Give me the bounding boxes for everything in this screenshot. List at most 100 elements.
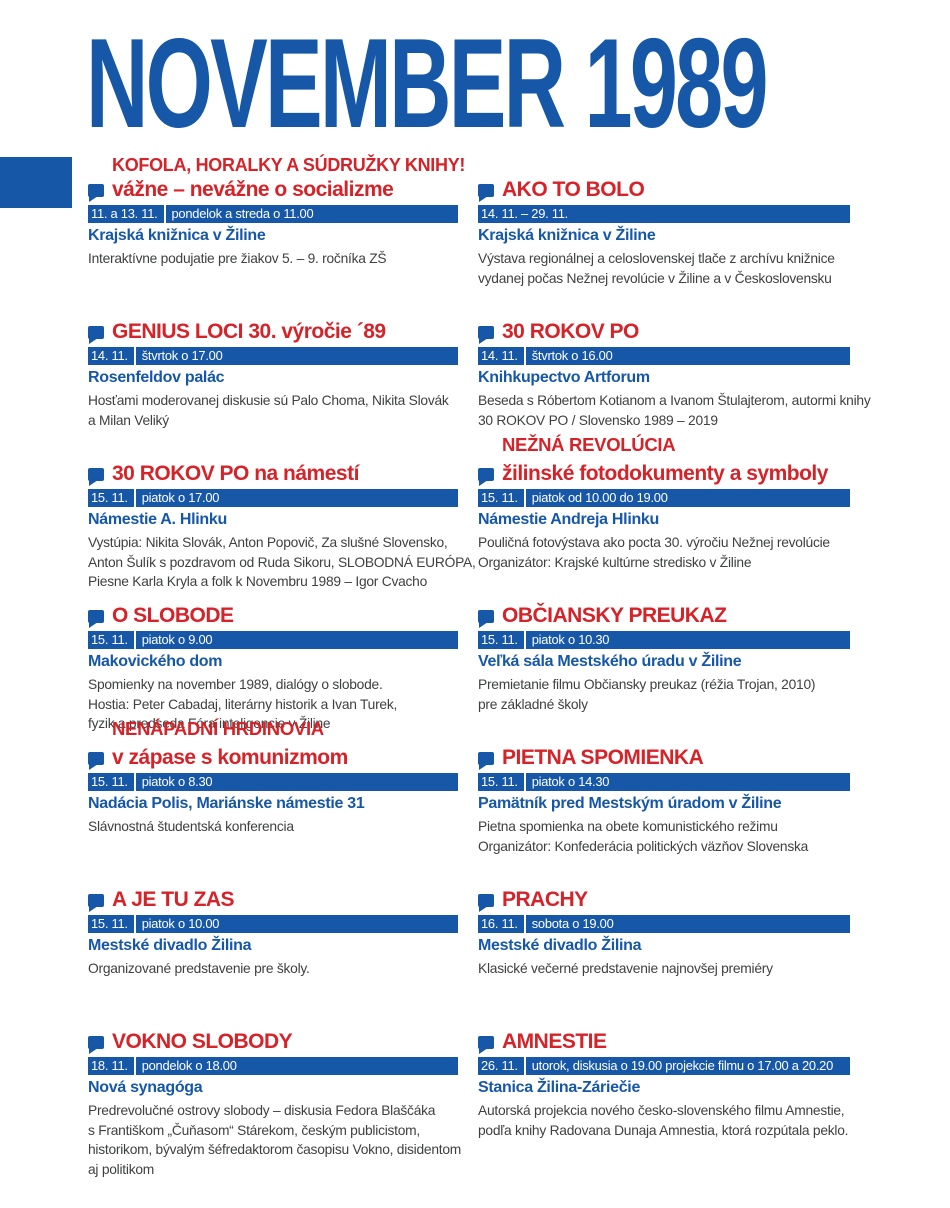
date-badge: 15. 11.	[88, 631, 134, 649]
event-title-row: 30 ROKOV PO na námestí	[88, 462, 458, 486]
date-time-text: piatok o 10.00	[135, 915, 458, 933]
date-badge: 15. 11.	[478, 489, 524, 507]
event-title-row: A JE TU ZAS	[88, 888, 458, 912]
date-bar: 15. 11. piatok o 9.00	[88, 631, 458, 649]
event-title: AKO TO BOLO	[502, 178, 645, 201]
speech-bubble-icon	[478, 894, 494, 912]
date-bar: 14. 11. štvrtok o 17.00	[88, 347, 458, 365]
date-bar: 11. a 13. 11. pondelok a streda o 11.00	[88, 205, 458, 223]
venue: Námestie A. Hlinku	[88, 511, 227, 528]
event-title: vážne – nevážne o socializme	[112, 178, 394, 201]
section-preheader: NEŽNÁ REVOLÚCIA	[502, 434, 676, 455]
date-time-text: pondelok a streda o 11.00	[165, 205, 458, 223]
speech-bubble-icon	[478, 326, 494, 344]
venue: Stanica Žilina-Záriečie	[478, 1079, 641, 1096]
event-30-rokov-po-namesti: 30 ROKOV PO na námestí 15. 11. piatok o …	[88, 462, 476, 592]
speech-bubble-icon	[88, 326, 104, 344]
speech-bubble-icon	[478, 752, 494, 770]
date-badge: 26. 11.	[478, 1057, 524, 1075]
date-badge: 15. 11.	[88, 915, 134, 933]
description: Pietna spomienka na obete komunistického…	[478, 819, 809, 854]
speech-bubble-icon	[88, 1036, 104, 1054]
event-zilinske-fotodokumenty: NEŽNÁ REVOLÚCIA žilinské fotodokumenty a…	[478, 434, 850, 572]
section-preheader: NENÁPADNÍ HRDINOVIA	[112, 718, 324, 739]
event-amnestie: AMNESTIE 26. 11. utorok, diskusia o 19.0…	[478, 1030, 850, 1140]
venue: Námestie Andreja Hlinku	[478, 511, 660, 528]
date-time-text: pondelok o 18.00	[135, 1057, 458, 1075]
description: Výstava regionálnej a celoslovenskej tla…	[478, 251, 835, 286]
venue: Rosenfeldov palác	[88, 369, 225, 386]
description: Beseda s Róbertom Kotianom a Ivanom Štul…	[478, 393, 871, 428]
description: Predrevolučné ostrovy slobody – diskusia…	[88, 1103, 462, 1177]
event-title-row: AKO TO BOLO	[478, 178, 850, 202]
event-30-rokov-po: 30 ROKOV PO 14. 11. štvrtok o 16.00 Knih…	[478, 320, 871, 430]
date-bar: 26. 11. utorok, diskusia o 19.00 projekc…	[478, 1057, 850, 1075]
date-badge: 15. 11.	[88, 489, 134, 507]
event-pietna-spomienka: PIETNA SPOMIENKA 15. 11. piatok o 14.30 …	[478, 746, 850, 856]
date-bar: 14. 11. štvrtok o 16.00	[478, 347, 850, 365]
date-time-text: štvrtok o 16.00	[525, 347, 850, 365]
speech-bubble-icon	[88, 752, 104, 770]
speech-bubble-icon	[88, 184, 104, 202]
venue: Mestské divadlo Žilina	[88, 937, 252, 954]
event-title: VOKNO SLOBODY	[112, 1030, 293, 1053]
event-title-row: 30 ROKOV PO	[478, 320, 850, 344]
event-genius-loci: GENIUS LOCI 30. výročie ´89 14. 11. štvr…	[88, 320, 458, 430]
event-title: 30 ROKOV PO na námestí	[112, 462, 359, 485]
speech-bubble-icon	[478, 1036, 494, 1054]
decorative-blue-block	[0, 157, 72, 208]
date-badge: 14. 11. – 29. 11.	[478, 205, 575, 223]
event-title-row: v zápase s komunizmom	[88, 746, 458, 770]
speech-bubble-icon	[478, 610, 494, 628]
description: Pouličná fotovýstava ako pocta 30. výroč…	[478, 535, 830, 570]
event-title-row: PIETNA SPOMIENKA	[478, 746, 850, 770]
date-time-text: piatok o 9.00	[135, 631, 458, 649]
date-badge: 14. 11.	[478, 347, 524, 365]
date-bar: 14. 11. – 29. 11.	[478, 205, 850, 223]
date-time-text: piatok o 8.30	[135, 773, 458, 791]
event-vazne-nevazne: vážne – nevážne o socializme 11. a 13. 1…	[88, 178, 458, 269]
event-v-zapase-s-komunizmom: NENÁPADNÍ HRDINOVIA v zápase s komunizmo…	[88, 718, 458, 837]
description: Vystúpia: Nikita Slovák, Anton Popovič, …	[88, 535, 476, 590]
date-time-text: sobota o 19.00	[525, 915, 850, 933]
description: Spomienky na november 1989, dialógy o sl…	[88, 677, 398, 732]
speech-bubble-icon	[88, 610, 104, 628]
event-title-row: vážne – nevážne o socializme	[88, 178, 458, 202]
description: Slávnostná študentská konferencia	[88, 819, 294, 834]
venue: Knihkupectvo Artforum	[478, 369, 650, 386]
date-time-text: utorok, diskusia o 19.00 projekcie filmu…	[525, 1057, 850, 1075]
event-title: PIETNA SPOMIENKA	[502, 746, 704, 769]
speech-bubble-icon	[88, 468, 104, 486]
event-vokno-slobody: VOKNO SLOBODY 18. 11. pondelok o 18.00 N…	[88, 1030, 462, 1179]
event-obciansky-preukaz: OBČIANSKY PREUKAZ 15. 11. piatok o 10.30…	[478, 604, 850, 714]
date-badge: 18. 11.	[88, 1057, 134, 1075]
event-title: O SLOBODE	[112, 604, 234, 627]
date-time-text: piatok o 14.30	[525, 773, 850, 791]
speech-bubble-icon	[478, 468, 494, 486]
event-title-row: PRACHY	[478, 888, 850, 912]
date-badge: 16. 11.	[478, 915, 524, 933]
event-a-je-tu-zas: A JE TU ZAS 15. 11. piatok o 10.00 Mests…	[88, 888, 458, 979]
date-bar: 15. 11. piatok o 10.30	[478, 631, 850, 649]
date-badge: 15. 11.	[88, 773, 134, 791]
date-time-text: piatok o 17.00	[135, 489, 458, 507]
date-bar: 15. 11. piatok od 10.00 do 19.00	[478, 489, 850, 507]
description: Premietanie filmu Občiansky preukaz (réž…	[478, 677, 816, 712]
event-title: v zápase s komunizmom	[112, 746, 348, 769]
venue: Mestské divadlo Žilina	[478, 937, 642, 954]
speech-bubble-icon	[88, 894, 104, 912]
date-bar: 15. 11. piatok o 10.00	[88, 915, 458, 933]
event-o-slobode: O SLOBODE 15. 11. piatok o 9.00 Makovick…	[88, 604, 458, 734]
event-title: PRACHY	[502, 888, 588, 911]
event-title-row: AMNESTIE	[478, 1030, 850, 1054]
description: Autorská projekcia nového česko-slovensk…	[478, 1103, 849, 1138]
event-title: A JE TU ZAS	[112, 888, 235, 911]
date-bar: 18. 11. pondelok o 18.00	[88, 1057, 458, 1075]
event-prachy: PRACHY 16. 11. sobota o 19.00 Mestské di…	[478, 888, 850, 979]
venue: Krajská knižnica v Žiline	[88, 227, 266, 244]
venue: Nová synagóga	[88, 1079, 203, 1096]
description: Interaktívne podujatie pre žiakov 5. – 9…	[88, 251, 387, 266]
date-bar: 15. 11. piatok o 8.30	[88, 773, 458, 791]
date-badge: 11. a 13. 11.	[88, 205, 164, 223]
date-badge: 15. 11.	[478, 773, 524, 791]
